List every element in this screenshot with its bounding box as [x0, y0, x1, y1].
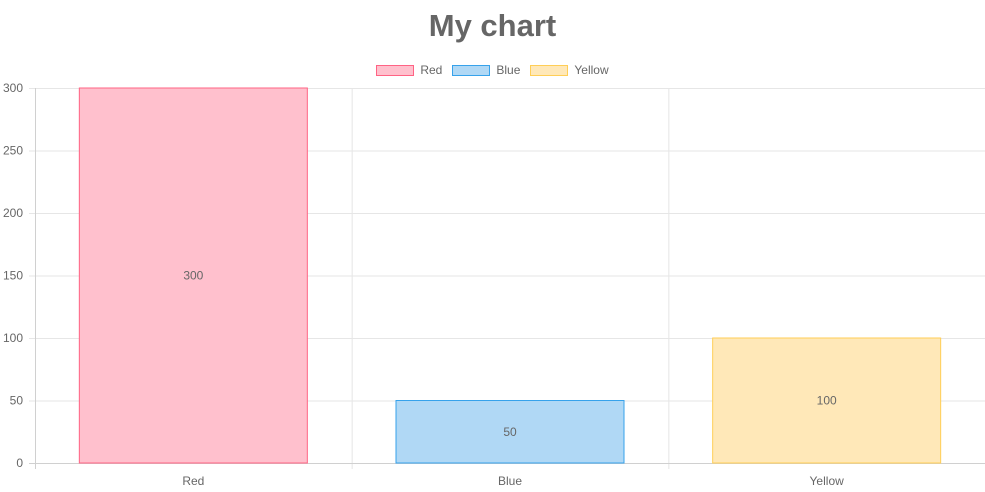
- y-tick-label: 250: [3, 144, 23, 158]
- legend-swatch: [530, 64, 569, 76]
- x-tick-label: Yellow: [810, 474, 845, 488]
- data-label: 50: [503, 425, 517, 439]
- y-tick-label: 200: [3, 206, 23, 220]
- data-label: 100: [817, 394, 837, 408]
- y-tick-label: 50: [10, 394, 24, 408]
- legend-swatch: [376, 64, 415, 76]
- legend-item-red[interactable]: Red: [376, 63, 442, 77]
- bar-yellow: [712, 337, 942, 464]
- legend-item-yellow[interactable]: Yellow: [530, 63, 609, 77]
- legend-label: Yellow: [574, 63, 609, 77]
- y-tick-label: 300: [3, 81, 23, 95]
- bar-blue: [395, 400, 625, 464]
- y-tick-label: 150: [3, 269, 23, 283]
- legend-swatch: [452, 64, 491, 76]
- x-tick-label: Red: [182, 474, 204, 488]
- data-label: 300: [183, 269, 203, 283]
- chart-title: My chart: [428, 8, 557, 43]
- legend: Red Blue Yellow: [0, 63, 985, 77]
- bar-red: [78, 87, 308, 464]
- y-tick-label: 100: [3, 331, 23, 345]
- x-tick-label: Blue: [498, 474, 522, 488]
- legend-item-blue[interactable]: Blue: [452, 63, 520, 77]
- y-tick-label: 0: [16, 456, 23, 470]
- legend-label: Red: [420, 63, 443, 77]
- legend-label: Blue: [496, 63, 521, 77]
